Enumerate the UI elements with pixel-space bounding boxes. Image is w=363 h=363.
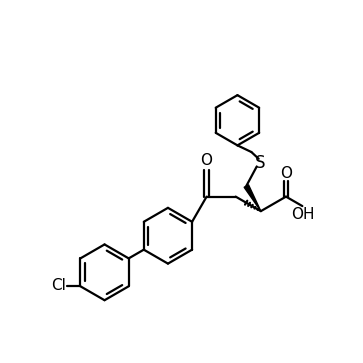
Text: OH: OH <box>291 207 315 222</box>
Text: Cl: Cl <box>51 278 66 293</box>
Text: O: O <box>280 166 292 181</box>
Polygon shape <box>244 185 261 211</box>
Text: S: S <box>255 154 265 172</box>
Text: O: O <box>201 154 213 168</box>
